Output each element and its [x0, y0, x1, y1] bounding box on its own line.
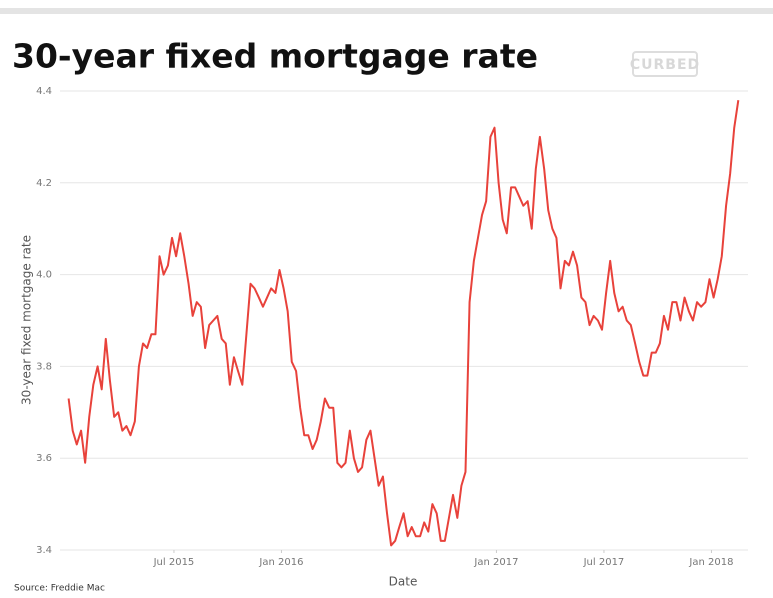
- y-axis-title: 30-year fixed mortgage rate: [20, 235, 34, 405]
- x-tick-label: Jul 2015: [153, 557, 195, 568]
- logo: CURBED: [630, 57, 700, 73]
- data-line: [67, 100, 740, 547]
- x-tick-label: Jul 2017: [583, 557, 625, 568]
- top-bar: [0, 8, 773, 14]
- y-tick-label: 4.4: [36, 86, 52, 97]
- y-tick-label: 4.2: [36, 178, 52, 189]
- x-tick-label: Jan 2018: [688, 557, 733, 568]
- y-tick-label: 3.4: [36, 545, 52, 556]
- y-tick-label: 3.8: [36, 361, 52, 372]
- x-axis-title: Date: [389, 575, 418, 589]
- chart-title: 30-year fixed mortgage rate: [12, 37, 538, 76]
- y-tick-label: 4.0: [36, 270, 52, 281]
- logo-frame: [632, 51, 698, 77]
- x-tick-label: Jan 2016: [258, 557, 303, 568]
- y-tick-label: 3.6: [36, 453, 52, 464]
- source: Source: Freddie Mac: [14, 584, 105, 594]
- x-tick-label: Jan 2017: [473, 557, 518, 568]
